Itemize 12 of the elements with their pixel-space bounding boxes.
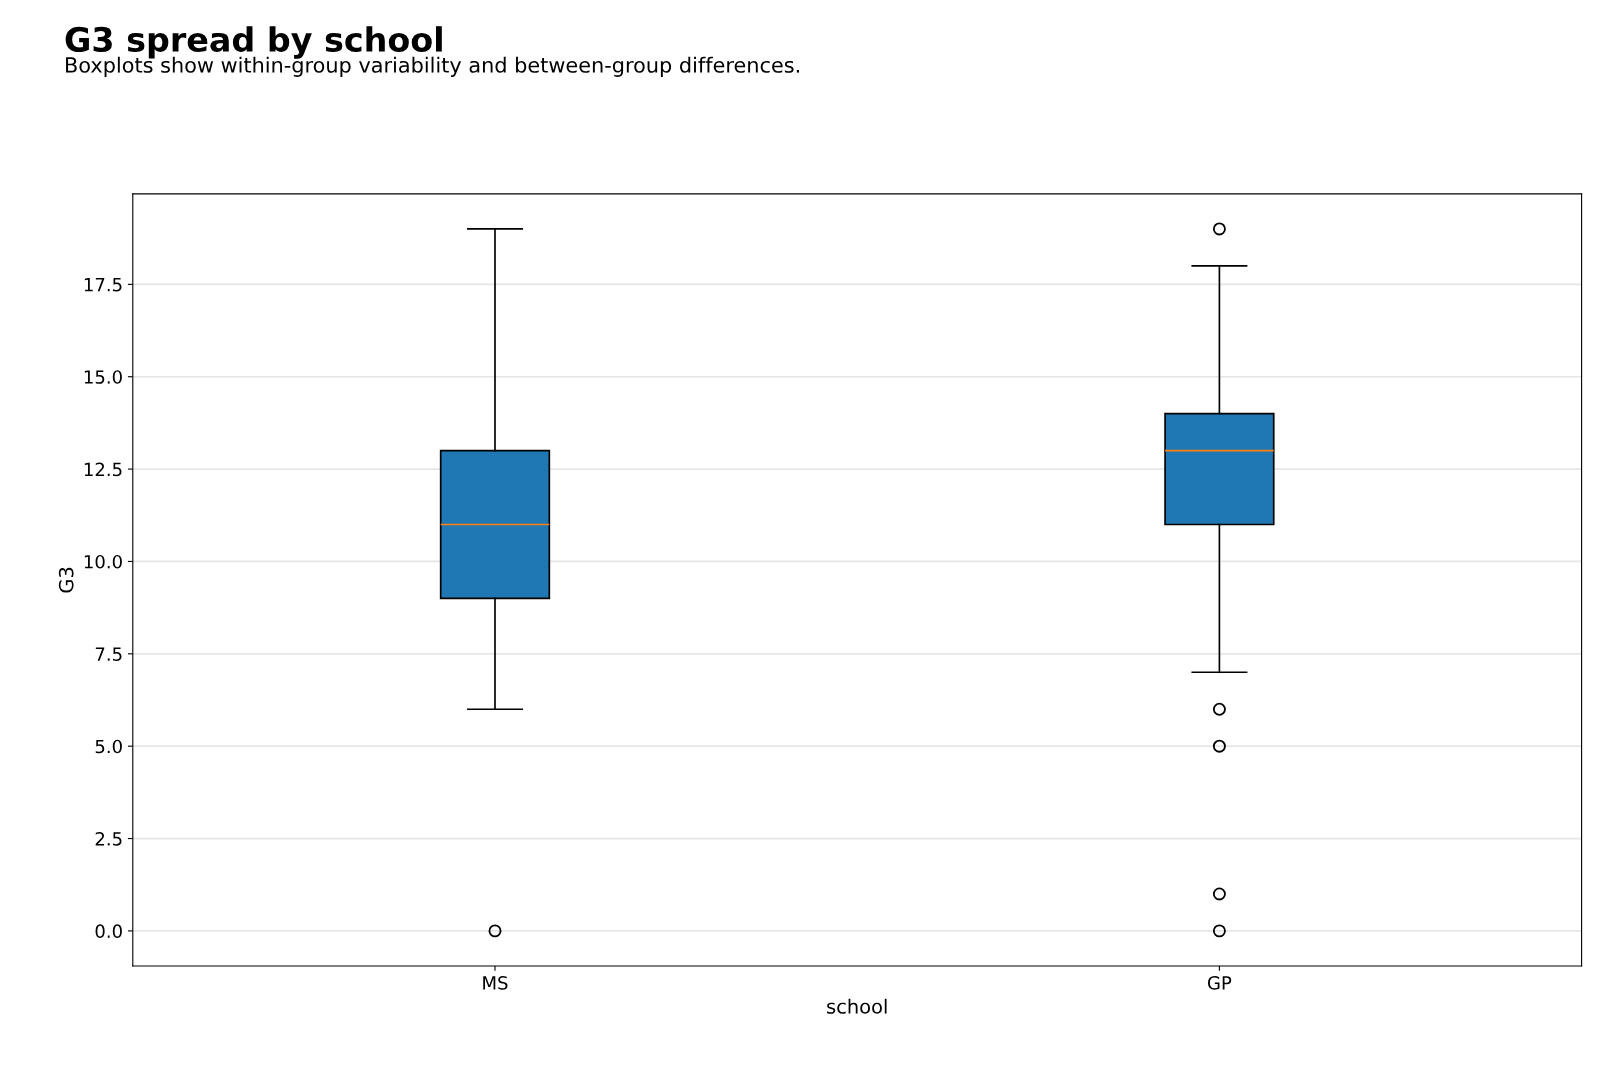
x-tick-label: GP [1207, 976, 1232, 990]
x-tick-label: MS [483, 976, 508, 990]
y-tick-label: 12.5 [84, 462, 122, 477]
y-axis-title: G3 [58, 567, 74, 593]
y-tick-label: 10.0 [84, 554, 122, 569]
y-tick-label: 15.0 [84, 370, 122, 384]
x-axis-title: school [827, 998, 887, 1014]
y-tick-label: 5.0 [95, 739, 122, 754]
y-tick-label: 7.5 [95, 647, 122, 661]
y-tick-label: 2.5 [95, 832, 122, 846]
y-tick-label: 17.5 [84, 278, 122, 292]
y-tick-label: 0.0 [95, 924, 122, 939]
